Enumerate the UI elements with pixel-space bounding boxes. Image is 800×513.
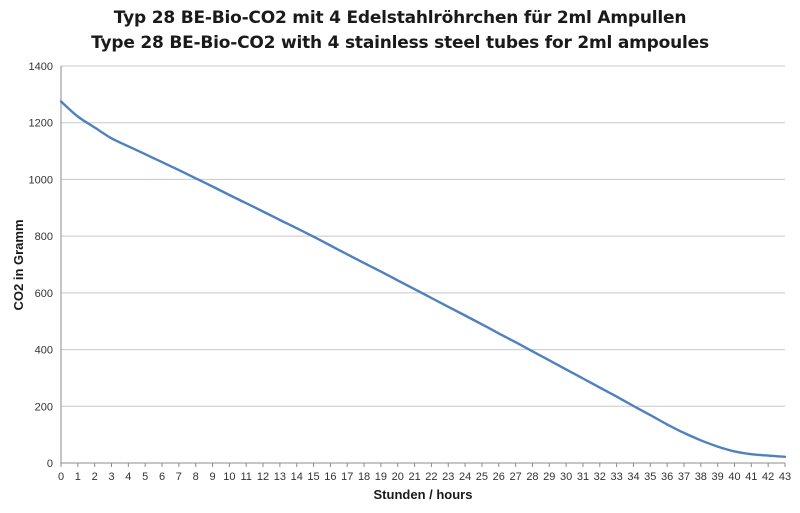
y-axis-ticks: 0 200 400 600 800 1000 1200 1400 — [29, 61, 53, 470]
x-tick-label: 5 — [142, 471, 148, 483]
x-tick-label: 23 — [442, 471, 454, 483]
y-tick-label: 200 — [35, 401, 53, 413]
chart-subtitle: Type 28 BE-Bio-CO2 with 4 stainless stee… — [91, 33, 709, 53]
x-tick-label: 6 — [159, 471, 165, 483]
y-tick-label: 1400 — [29, 61, 53, 73]
x-tick-label: 11 — [240, 471, 251, 483]
x-tick-label: 27 — [509, 471, 521, 483]
x-tick-label: 25 — [476, 471, 488, 483]
x-tick-label: 2 — [92, 471, 98, 483]
x-tick-label: 38 — [695, 471, 707, 483]
x-axis-label: Stunden / hours — [374, 487, 473, 502]
x-tick-label: 17 — [341, 471, 353, 483]
x-tick-label: 37 — [678, 471, 690, 483]
x-tick-label: 7 — [176, 471, 182, 483]
y-tick-label: 800 — [35, 231, 53, 243]
x-tick-label: 35 — [644, 471, 656, 483]
x-tick-label: 21 — [408, 471, 420, 483]
y-tick-label: 600 — [35, 288, 53, 300]
x-tick-label: 24 — [459, 471, 471, 483]
x-tick-label: 13 — [274, 471, 286, 483]
x-tick-label: 3 — [108, 471, 114, 483]
x-tick-label: 8 — [193, 471, 199, 483]
x-tick-label: 29 — [543, 471, 555, 483]
x-tick-label: 31 — [577, 471, 589, 483]
x-tick-label: 10 — [223, 471, 235, 483]
y-tick-label: 1200 — [29, 118, 53, 130]
x-tick-label: 12 — [257, 471, 269, 483]
x-tick-label: 16 — [324, 471, 336, 483]
x-tick-label: 42 — [762, 471, 774, 483]
x-tick-label: 30 — [560, 471, 572, 483]
x-tick-label: 40 — [728, 471, 740, 483]
x-tick-label: 19 — [375, 471, 387, 483]
x-tick-label: 36 — [661, 471, 673, 483]
x-tick-label: 28 — [526, 471, 538, 483]
x-tick-label: 1 — [75, 471, 81, 483]
x-tick-label: 39 — [712, 471, 724, 483]
y-tick-label: 0 — [47, 458, 53, 470]
chart-title: Typ 28 BE-Bio-CO2 mit 4 Edelstahlröhrche… — [113, 8, 687, 28]
series-line — [59, 100, 787, 458]
x-tick-label: 0 — [58, 471, 64, 483]
y-tick-label: 1000 — [29, 174, 53, 186]
x-tick-label: 4 — [125, 471, 131, 483]
x-tick-label: 43 — [779, 471, 791, 483]
x-tick-label: 34 — [627, 471, 639, 483]
y-tick-label: 400 — [35, 345, 53, 357]
x-tick-label: 18 — [358, 471, 370, 483]
x-tick-label: 14 — [291, 471, 303, 483]
x-tick-label: 33 — [611, 471, 623, 483]
x-axis-ticks: 0 1 2 3 4 5 6 7 8 9 10 11 12 13 14 15 16 17 18 19 20 21 22 23 24… — [58, 463, 791, 483]
x-tick-label: 15 — [307, 471, 319, 483]
gridlines — [60, 65, 785, 464]
x-tick-label: 26 — [493, 471, 505, 483]
x-tick-label: 32 — [594, 471, 606, 483]
chart-title-block: Typ 28 BE-Bio-CO2 mit 4 Edelstahlröhrche… — [0, 6, 800, 56]
x-tick-label: 9 — [209, 471, 215, 483]
x-tick-label: 20 — [392, 471, 404, 483]
x-tick-label: 41 — [745, 471, 757, 483]
y-axis-label: CO2 in Gramm — [11, 219, 26, 310]
x-tick-label: 22 — [425, 471, 437, 483]
